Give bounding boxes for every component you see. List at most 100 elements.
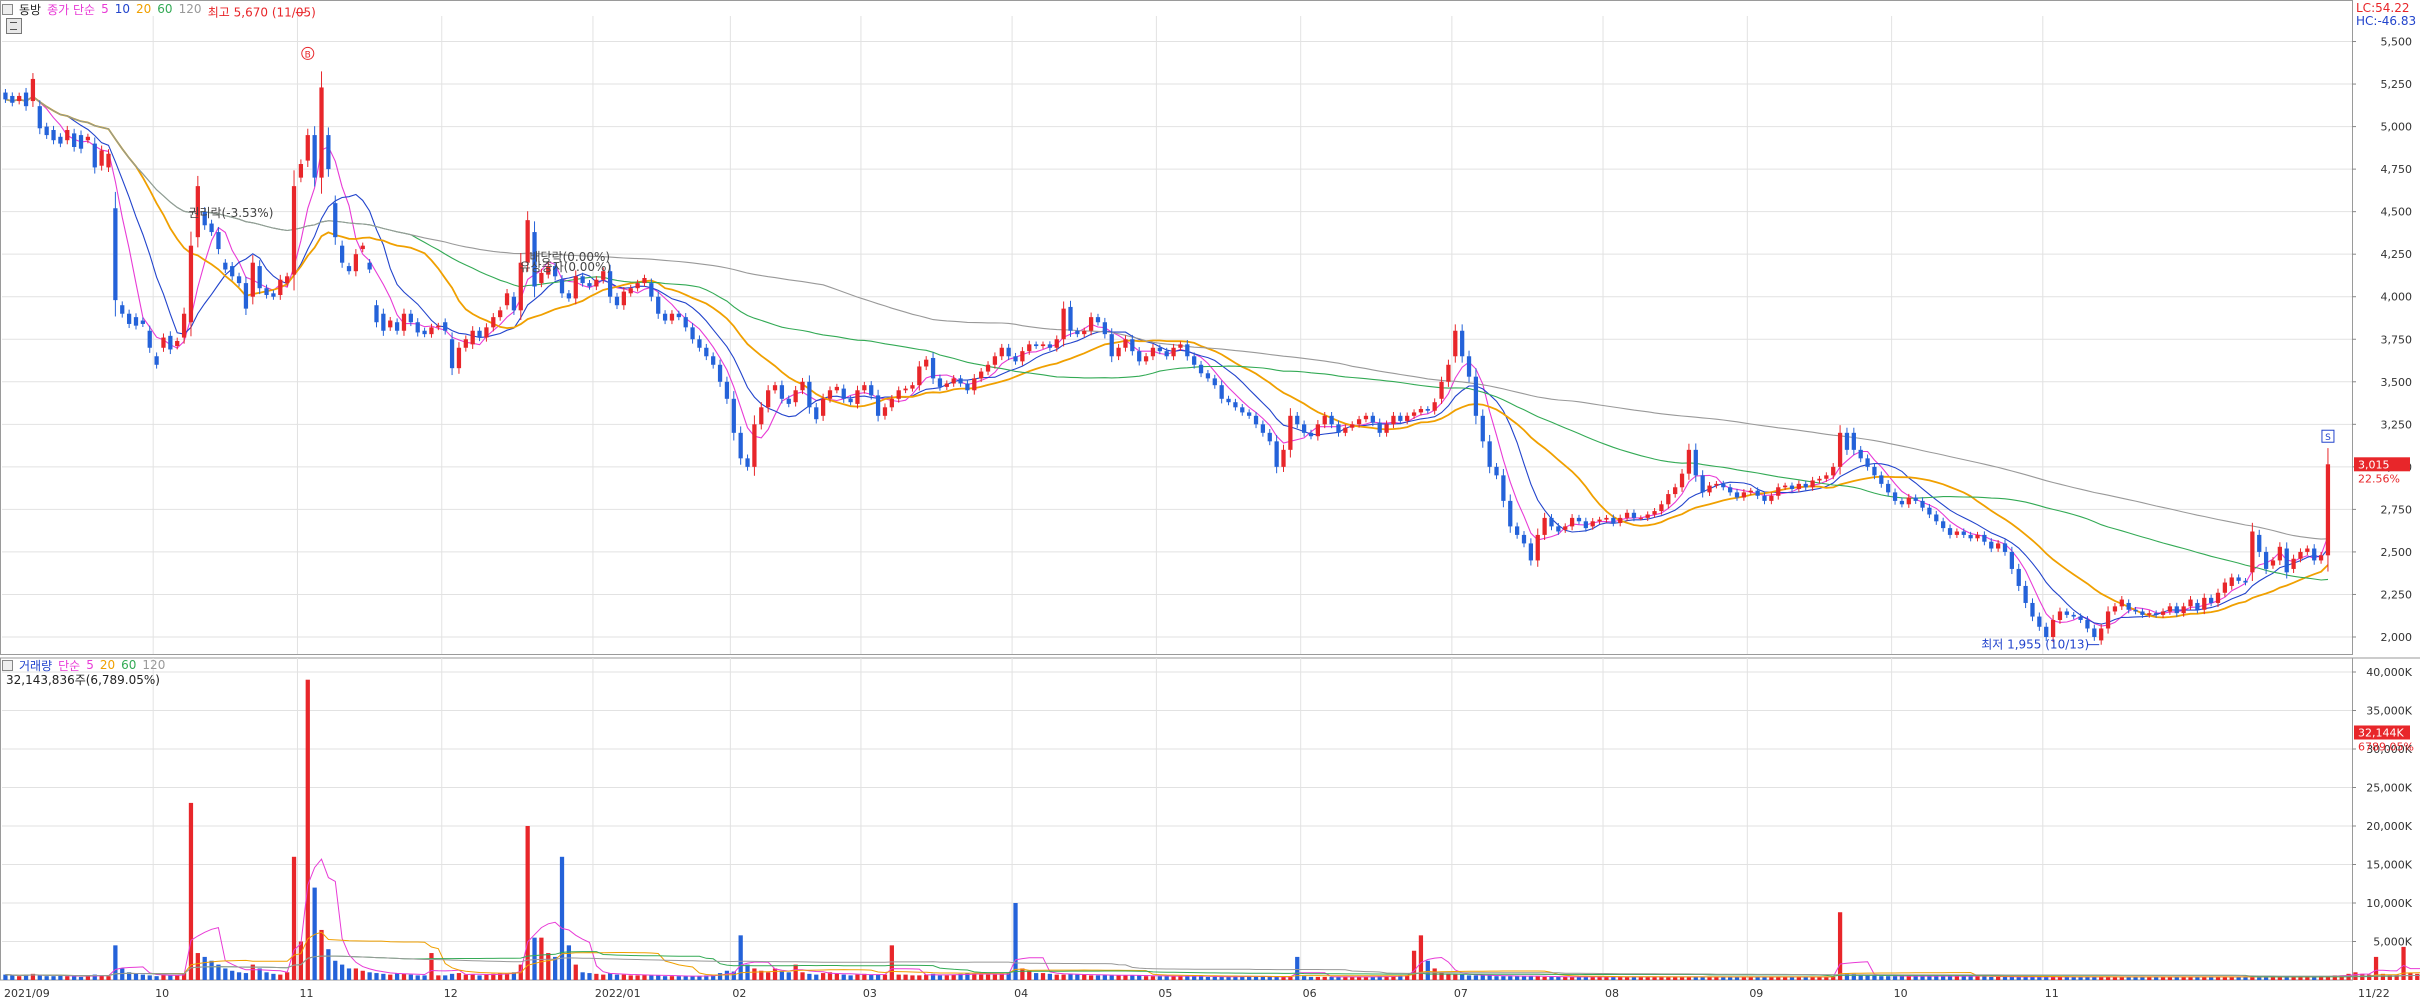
volume-bar [1508, 976, 1513, 980]
candle-body [408, 313, 413, 323]
volume-bar [958, 973, 963, 980]
candle-body [2215, 592, 2221, 603]
candle-body [1350, 424, 1355, 428]
volume-bar [896, 974, 901, 980]
candle-body [2050, 619, 2056, 637]
volume-bar [326, 949, 331, 980]
volume-bar [1521, 976, 1527, 980]
volume-bar [614, 974, 620, 980]
candle-body [1576, 517, 1582, 522]
ma10-line [5, 95, 2329, 625]
volume-bar [1645, 976, 1650, 980]
volume-ma-period-120[interactable]: 120 [142, 658, 166, 672]
ma-period-10[interactable]: 10 [114, 2, 130, 16]
volume-bar [1494, 976, 1499, 980]
candle-body [388, 320, 393, 328]
candle-body [1466, 356, 1472, 377]
candle-body [1295, 415, 1300, 425]
volume-bar [786, 972, 791, 980]
candle-body [759, 407, 764, 425]
candle-body [1501, 475, 1506, 501]
volume-bar [1549, 976, 1554, 980]
candle-body [1707, 485, 1712, 493]
volume-bar [669, 976, 675, 980]
volume-bar [1384, 976, 1389, 980]
volume-bar [1102, 974, 1107, 980]
candle-body [1872, 466, 1877, 476]
volume-bar [1982, 976, 1987, 980]
volume-bar [1075, 974, 1080, 980]
candle-body [85, 136, 91, 141]
volume-current-readout: 32,143,836주(6,789.05%) [6, 673, 160, 687]
volume-bar [1116, 975, 1121, 980]
candle-body [766, 390, 771, 408]
candle-body [1281, 449, 1286, 467]
volume-bar [346, 968, 352, 980]
volume-bar [1748, 976, 1753, 980]
candle-body [353, 254, 359, 272]
candle-body [662, 313, 668, 321]
volume-bar [78, 976, 84, 980]
volume-bar [2339, 975, 2344, 980]
volume-bar [1837, 912, 1843, 980]
sell-marker [2321, 429, 2335, 443]
candle-body [498, 310, 503, 318]
candle-body [1253, 415, 1259, 425]
candle-body [1741, 492, 1747, 498]
candle-body [1673, 487, 1678, 495]
candle-body [2222, 582, 2228, 593]
ma-period-5[interactable]: 5 [101, 2, 109, 16]
volume-bar [965, 973, 970, 980]
volume-ma-period-60[interactable]: 60 [121, 658, 137, 672]
volume-ma-period-5[interactable]: 5 [86, 658, 94, 672]
candle-body [1755, 490, 1760, 496]
candle-body [422, 330, 427, 335]
volume-bar [422, 975, 427, 980]
candle-body [264, 288, 269, 296]
volume-bar [1569, 976, 1575, 980]
volume-bar [1178, 976, 1183, 980]
candle-body [436, 325, 441, 328]
buy-marker [301, 46, 315, 60]
candle-body [181, 313, 187, 338]
volume-bar [360, 970, 365, 980]
volume-ma-period-20[interactable]: 20 [99, 658, 116, 672]
candle-body [1686, 449, 1692, 474]
volume-bar [546, 953, 551, 980]
ma-period-120[interactable]: 120 [178, 2, 202, 16]
candle-body [1398, 415, 1403, 421]
volume-bar [820, 973, 826, 980]
candle-body [250, 262, 255, 297]
volume-bar [2305, 976, 2310, 980]
volume-bar [498, 973, 503, 980]
candle-body [271, 293, 276, 297]
volume-bar [1439, 972, 1444, 980]
legend-toggle-icon[interactable] [2, 3, 13, 15]
volume-bar [759, 970, 764, 980]
volume-bar [2394, 974, 2399, 980]
candle-body [1171, 347, 1176, 357]
volume-legend: 거래량 단순 5 20 60 120 [2, 657, 165, 673]
volume-bar [553, 956, 558, 980]
volume-bar [1288, 976, 1293, 980]
ma-period-60[interactable]: 60 [157, 2, 173, 16]
ma-period-20[interactable]: 20 [136, 2, 152, 16]
candle-body [944, 383, 949, 387]
candle-body [1034, 344, 1039, 347]
candle-body [2092, 628, 2097, 637]
volume-bar [985, 974, 991, 980]
volume-bar [1219, 976, 1224, 980]
chart-tool-icon[interactable] [6, 18, 22, 34]
price-tick-label: 5,250 [2381, 78, 2413, 91]
volume-bar [573, 964, 578, 980]
volume-bar [2298, 976, 2303, 980]
high-annotation: 최고 5,670 (11/05) [208, 6, 316, 20]
candle-body [1308, 432, 1314, 437]
candle-body [786, 398, 791, 404]
volume-bar [2099, 976, 2104, 980]
volume-legend-toggle-icon[interactable] [2, 659, 13, 671]
candle-body [2229, 577, 2234, 586]
candle-body [491, 317, 496, 328]
volume-bar [484, 974, 489, 980]
